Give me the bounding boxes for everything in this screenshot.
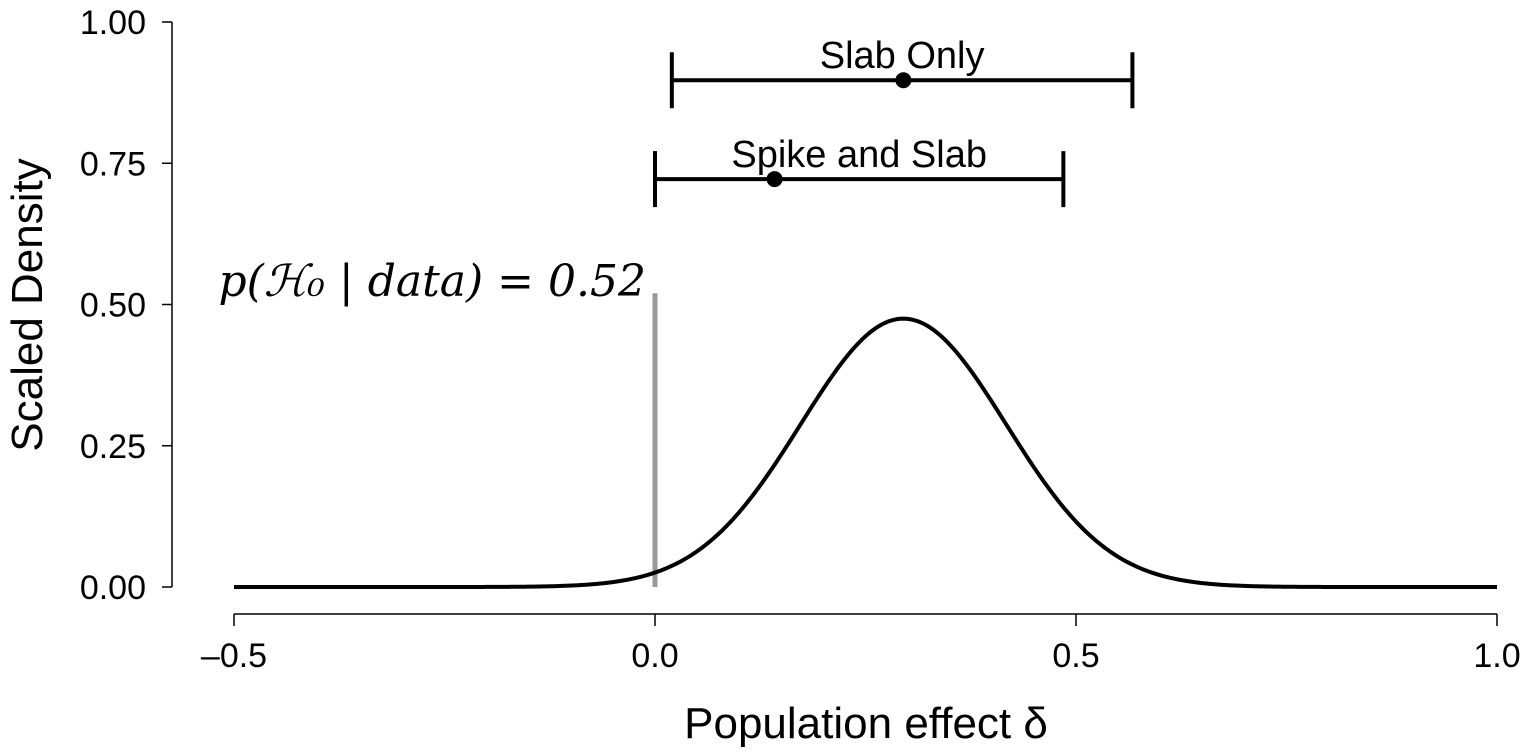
- x-tick-label: –0.5: [201, 637, 267, 675]
- x-axis: –0.5 0.0 0.5 1.0: [201, 613, 1521, 675]
- interval-layer: Slab Only Spike and Slab: [653, 35, 1135, 208]
- y-axis-title: Scaled Density: [3, 158, 52, 451]
- interval-point-estimate: [766, 171, 783, 188]
- spike-probability-annotation: p(ℋ₀ | data) = 0.52: [218, 256, 646, 307]
- x-tick-label: 1.0: [1473, 637, 1520, 675]
- interval-point-estimate: [895, 72, 912, 89]
- y-tick-label: 0.00: [80, 569, 146, 607]
- curve-layer: [234, 316, 1497, 589]
- y-tick-label: 0.75: [80, 145, 146, 183]
- interval-slab-only: Slab Only: [669, 35, 1135, 109]
- posterior-density-curve: [234, 316, 1497, 589]
- x-axis-title: Population effect δ: [684, 699, 1048, 748]
- y-axis: 0.00 0.25 0.50 0.75 1.00: [80, 4, 173, 607]
- x-tick-label: 0.5: [1052, 637, 1099, 675]
- y-tick-label: 0.50: [80, 287, 146, 325]
- x-tick-label: 0.0: [631, 637, 678, 675]
- y-tick-label: 0.25: [80, 428, 146, 466]
- interval-label: Slab Only: [820, 35, 985, 77]
- interval-spike-and-slab: Spike and Slab: [653, 134, 1066, 208]
- y-tick-label: 1.00: [80, 4, 146, 42]
- interval-label: Spike and Slab: [731, 134, 987, 176]
